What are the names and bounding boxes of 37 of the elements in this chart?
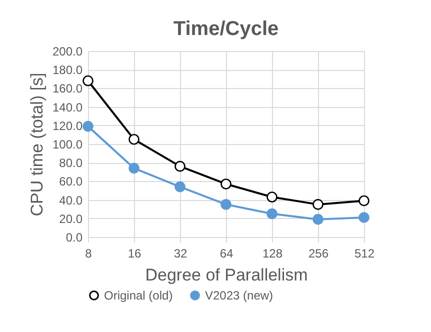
y-tick-label: 0.0 bbox=[66, 230, 83, 244]
point bbox=[358, 212, 370, 223]
x-tick-label: 64 bbox=[220, 246, 234, 260]
point bbox=[220, 199, 232, 210]
x-tick-label: 32 bbox=[174, 246, 188, 260]
y-tick-label: 40.0 bbox=[59, 193, 83, 208]
y-tick-label: 100.0 bbox=[52, 138, 83, 152]
y-tick-label: 120.0 bbox=[52, 118, 83, 133]
point bbox=[128, 162, 140, 174]
x-tick-label: 8 bbox=[85, 246, 92, 260]
x-tick-label: 16 bbox=[128, 246, 142, 260]
point bbox=[358, 195, 370, 206]
x-tick-label: 256 bbox=[308, 246, 329, 260]
x-tick-label: 512 bbox=[354, 246, 375, 260]
y-axis-title: CPU time (total) [s] bbox=[27, 72, 46, 216]
y-tick-label: 60.0 bbox=[59, 174, 83, 189]
point bbox=[174, 160, 186, 172]
point bbox=[220, 178, 232, 190]
legend-label: V2023 (new) bbox=[205, 288, 274, 302]
y-tick-label: 20.0 bbox=[59, 212, 83, 226]
x-axis-title: Degree of Parallelism bbox=[145, 266, 308, 284]
chart-title: Time/Cycle bbox=[173, 18, 279, 40]
point bbox=[82, 75, 94, 86]
point bbox=[266, 208, 278, 220]
y-tick-label: 200.0 bbox=[52, 44, 83, 58]
y-tick-label: 140.0 bbox=[52, 100, 83, 114]
x-tick-label: 128 bbox=[262, 246, 283, 260]
point bbox=[174, 181, 186, 192]
point bbox=[312, 199, 324, 210]
legend-label: Original (old) bbox=[104, 288, 173, 302]
y-tick-label: 180.0 bbox=[52, 63, 83, 78]
y-tick-label: 80.0 bbox=[59, 156, 83, 170]
point bbox=[312, 214, 324, 225]
y-tick-label: 160.0 bbox=[52, 82, 83, 96]
point bbox=[82, 120, 94, 132]
point bbox=[266, 192, 278, 202]
point bbox=[128, 134, 140, 145]
